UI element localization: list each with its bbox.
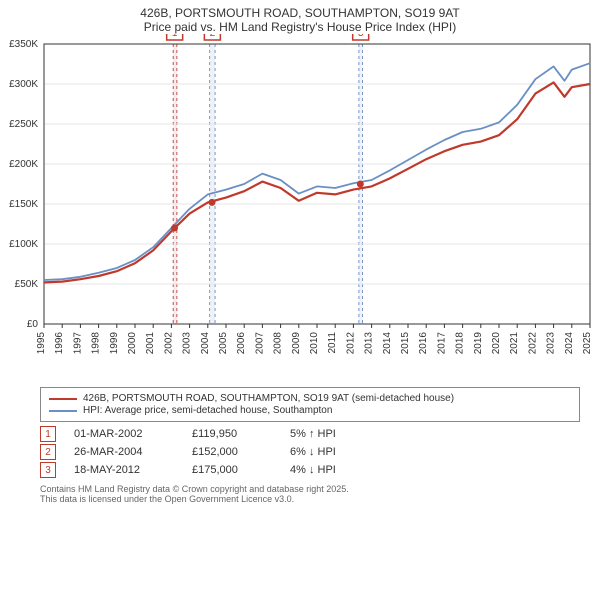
tx-marker: 3 bbox=[40, 462, 56, 478]
svg-text:1998: 1998 bbox=[91, 332, 102, 355]
svg-text:2011: 2011 bbox=[327, 332, 338, 354]
tx-price: £119,950 bbox=[192, 428, 272, 440]
svg-text:1999: 1999 bbox=[109, 332, 120, 355]
tx-diff: 5% ↑ HPI bbox=[290, 428, 380, 440]
tx-marker: 1 bbox=[40, 426, 56, 442]
legend-item: 426B, PORTSMOUTH ROAD, SOUTHAMPTON, SO19… bbox=[49, 393, 571, 404]
table-row: 3 18-MAY-2012 £175,000 4% ↓ HPI bbox=[40, 462, 580, 478]
legend-label: HPI: Average price, semi-detached house,… bbox=[83, 405, 332, 416]
svg-text:£200K: £200K bbox=[9, 159, 38, 170]
svg-text:£250K: £250K bbox=[9, 119, 38, 130]
svg-text:2000: 2000 bbox=[127, 332, 138, 355]
svg-text:£0: £0 bbox=[27, 319, 39, 330]
svg-text:2015: 2015 bbox=[400, 332, 411, 355]
svg-text:2002: 2002 bbox=[163, 332, 174, 355]
svg-text:2003: 2003 bbox=[182, 332, 193, 355]
svg-text:2014: 2014 bbox=[382, 332, 393, 355]
svg-text:£100K: £100K bbox=[9, 239, 38, 250]
table-row: 2 26-MAR-2004 £152,000 6% ↓ HPI bbox=[40, 444, 580, 460]
svg-text:£50K: £50K bbox=[15, 279, 39, 290]
svg-text:£150K: £150K bbox=[9, 199, 38, 210]
svg-text:2022: 2022 bbox=[527, 332, 538, 355]
title-line-1: 426B, PORTSMOUTH ROAD, SOUTHAMPTON, SO19… bbox=[0, 6, 600, 20]
tx-date: 18-MAY-2012 bbox=[74, 464, 174, 476]
svg-text:2023: 2023 bbox=[546, 332, 557, 355]
title-line-2: Price paid vs. HM Land Registry's House … bbox=[0, 20, 600, 34]
svg-text:3: 3 bbox=[358, 34, 364, 39]
svg-text:2024: 2024 bbox=[564, 332, 575, 355]
legend-swatch bbox=[49, 410, 77, 412]
tx-diff: 4% ↓ HPI bbox=[290, 464, 380, 476]
tx-marker: 2 bbox=[40, 444, 56, 460]
svg-text:2025: 2025 bbox=[582, 332, 593, 355]
svg-text:2: 2 bbox=[210, 34, 216, 39]
svg-text:2008: 2008 bbox=[273, 332, 284, 355]
svg-text:2010: 2010 bbox=[309, 332, 320, 355]
legend-item: HPI: Average price, semi-detached house,… bbox=[49, 405, 571, 416]
chart-title-block: 426B, PORTSMOUTH ROAD, SOUTHAMPTON, SO19… bbox=[0, 0, 600, 34]
svg-text:1995: 1995 bbox=[36, 332, 47, 355]
svg-text:2021: 2021 bbox=[509, 332, 520, 355]
legend-box: 426B, PORTSMOUTH ROAD, SOUTHAMPTON, SO19… bbox=[40, 387, 580, 422]
svg-text:1996: 1996 bbox=[54, 332, 65, 355]
svg-text:2020: 2020 bbox=[491, 332, 502, 355]
svg-text:1997: 1997 bbox=[72, 332, 83, 355]
line-chart: £0 £50K £100K £150K £200K £250K £300K £350K 1995… bbox=[0, 34, 600, 379]
svg-text:2018: 2018 bbox=[455, 332, 466, 355]
transactions-table: 1 01-MAR-2002 £119,950 5% ↑ HPI 2 26-MAR… bbox=[40, 426, 580, 478]
tx-diff: 6% ↓ HPI bbox=[290, 446, 380, 458]
footer-attribution: Contains HM Land Registry data © Crown c… bbox=[40, 484, 580, 504]
chart-svg: £0 £50K £100K £150K £200K £250K £300K £350K 1995… bbox=[0, 34, 600, 374]
svg-text:2006: 2006 bbox=[236, 332, 247, 355]
svg-text:2019: 2019 bbox=[473, 332, 484, 355]
svg-text:2013: 2013 bbox=[364, 332, 375, 355]
table-row: 1 01-MAR-2002 £119,950 5% ↑ HPI bbox=[40, 426, 580, 442]
svg-text:2016: 2016 bbox=[418, 332, 429, 355]
tx-price: £175,000 bbox=[192, 464, 272, 476]
svg-text:2001: 2001 bbox=[145, 332, 156, 355]
svg-text:1: 1 bbox=[172, 34, 178, 39]
tx-date: 01-MAR-2002 bbox=[74, 428, 174, 440]
svg-text:2005: 2005 bbox=[218, 332, 229, 355]
svg-text:2017: 2017 bbox=[436, 332, 447, 355]
svg-text:2007: 2007 bbox=[254, 332, 265, 355]
legend-swatch bbox=[49, 398, 77, 400]
legend-label: 426B, PORTSMOUTH ROAD, SOUTHAMPTON, SO19… bbox=[83, 393, 454, 404]
svg-text:2009: 2009 bbox=[291, 332, 302, 355]
svg-text:2012: 2012 bbox=[345, 332, 356, 355]
footer-line: Contains HM Land Registry data © Crown c… bbox=[40, 484, 580, 494]
footer-line: This data is licensed under the Open Gov… bbox=[40, 494, 580, 504]
svg-text:£300K: £300K bbox=[9, 79, 38, 90]
tx-date: 26-MAR-2004 bbox=[74, 446, 174, 458]
svg-text:£350K: £350K bbox=[9, 39, 38, 50]
svg-text:2004: 2004 bbox=[200, 332, 211, 355]
tx-price: £152,000 bbox=[192, 446, 272, 458]
